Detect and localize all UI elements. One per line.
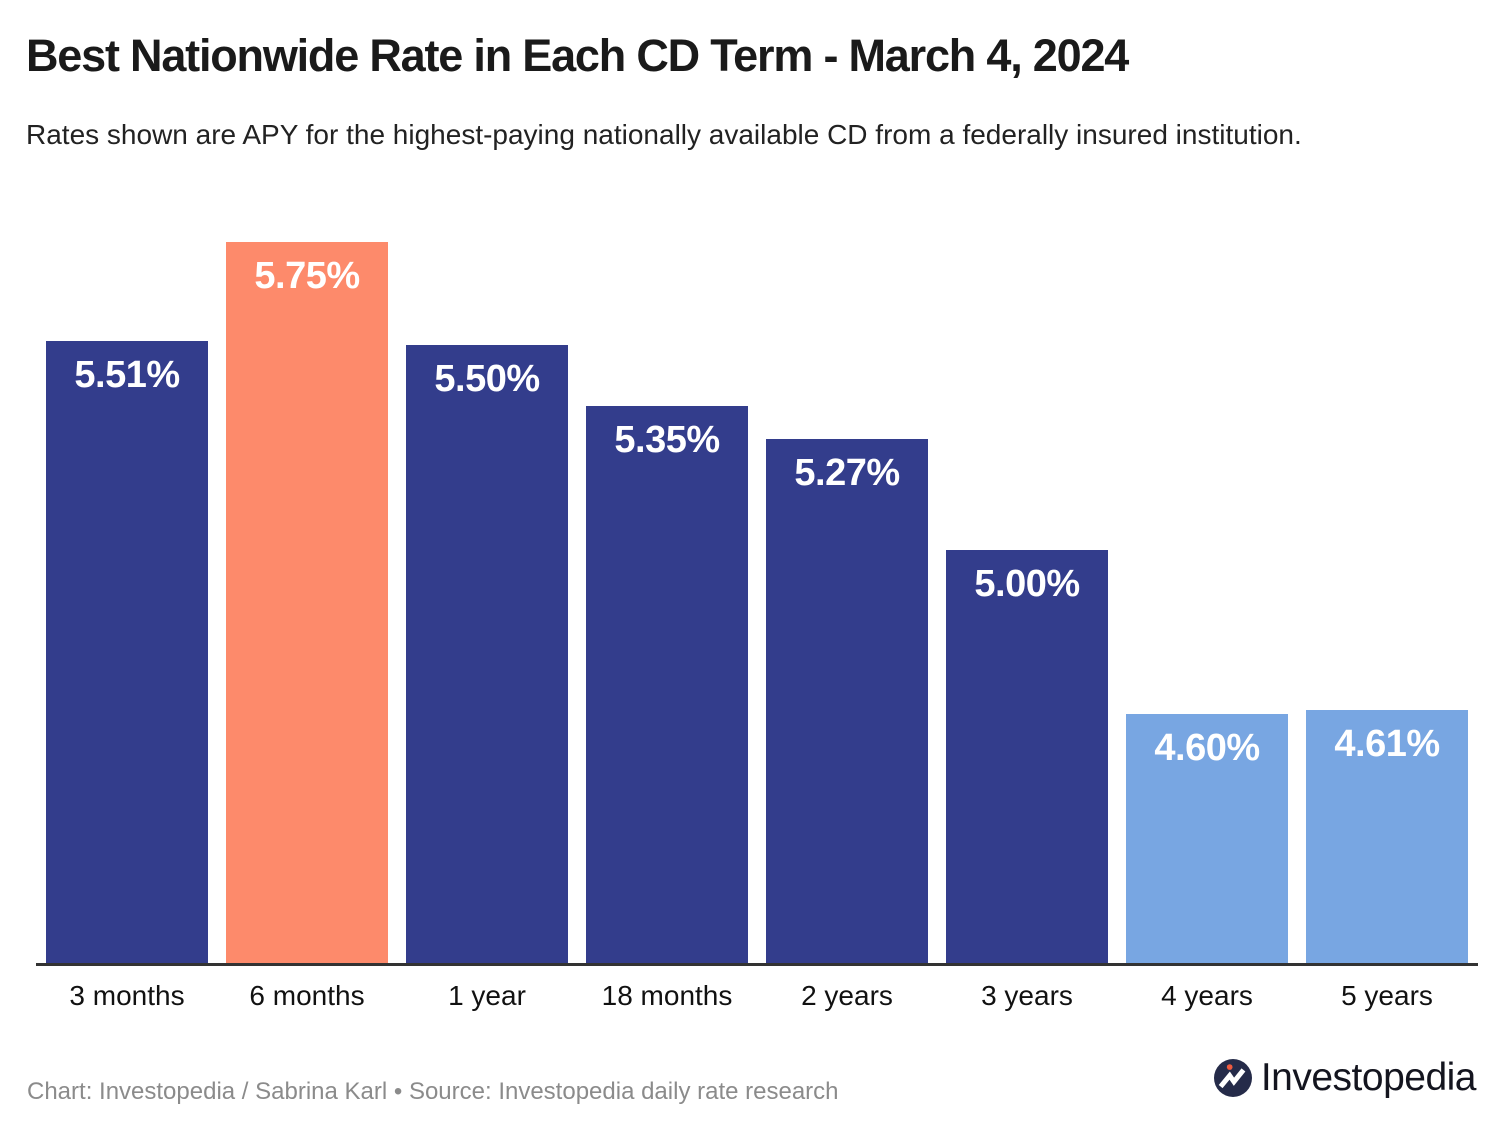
page-subtitle: Rates shown are APY for the highest-payi…: [26, 119, 1302, 150]
bar-1-year: 5.50%: [406, 345, 568, 965]
bar-3-months: 5.51%: [46, 341, 208, 965]
bar-value-label: 5.50%: [434, 358, 540, 400]
bar-value-label: 5.00%: [974, 563, 1080, 605]
bar-3-years: 5.00%: [946, 550, 1108, 965]
x-axis-label-1-year: 1 year: [448, 980, 526, 1011]
logo-zigzag-line: [1218, 1068, 1246, 1089]
chart-plot: 5.51% 5.75% 5.50% 5.35% 5.27% 5.00% 4.60% 4.61%: [46, 242, 1468, 965]
bar-2-years: 5.27%: [766, 439, 928, 965]
x-axis-label-4-years: 4 years: [1161, 980, 1253, 1011]
investopedia-logo-text: Investopedia: [1260, 1056, 1477, 1099]
logo-orange-dot: [1226, 1064, 1233, 1070]
bar-value-label: 5.51%: [74, 354, 180, 396]
x-axis-label-3-months: 3 months: [69, 980, 185, 1011]
bar-value-label: 4.60%: [1154, 727, 1260, 769]
bar-5-years: 4.61%: [1306, 710, 1468, 965]
x-axis-label-18-months: 18 months: [601, 980, 733, 1011]
x-axis-label-2-years: 2 years: [801, 980, 893, 1011]
bar-value-label: 5.75%: [254, 255, 360, 297]
investopedia-logo-mark-icon: [1213, 1059, 1252, 1097]
x-axis-line: [36, 963, 1478, 966]
bar-value-label: 5.35%: [614, 419, 720, 461]
x-axis-label-5-years: 5 years: [1341, 980, 1433, 1011]
footer-credit: Chart: Investopedia / Sabrina Karl • Sou…: [27, 1078, 839, 1105]
page-title: Best Nationwide Rate in Each CD Term - M…: [26, 30, 1129, 81]
x-axis-label-6-months: 6 months: [249, 980, 365, 1011]
bar-value-label: 4.61%: [1334, 723, 1440, 765]
bar-18-months: 5.35%: [586, 406, 748, 965]
x-axis-label-3-years: 3 years: [981, 980, 1073, 1011]
bar-6-months: 5.75%: [226, 242, 388, 965]
bar-4-years: 4.60%: [1126, 714, 1288, 965]
bar-value-label: 5.27%: [794, 452, 900, 494]
investopedia-logo: Investopedia: [1213, 1056, 1477, 1100]
